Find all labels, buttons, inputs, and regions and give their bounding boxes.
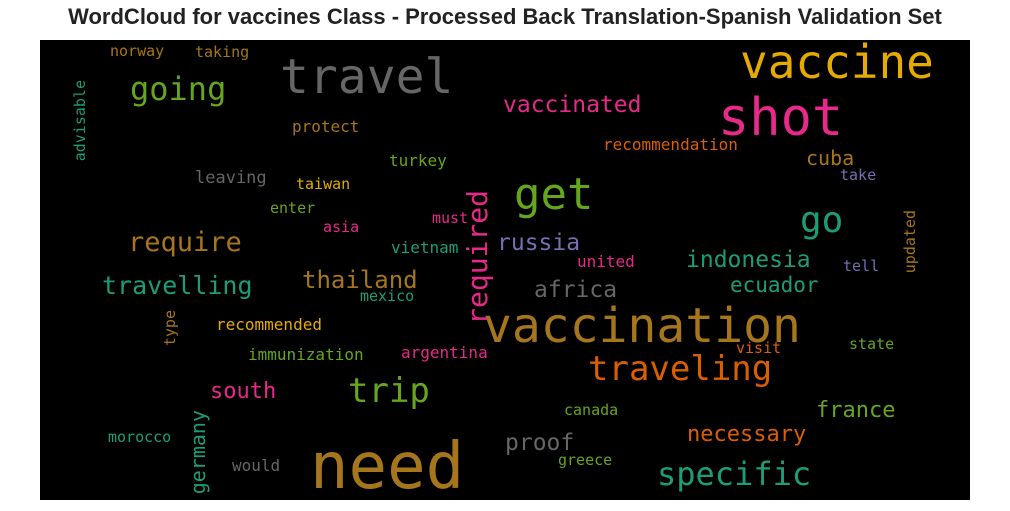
wordcloud-panel: need vaccination shot travel vaccine get go tra… — [40, 40, 970, 500]
word-cuba: cuba — [806, 146, 854, 170]
word-go: go — [800, 200, 843, 241]
word-ecuador: ecuador — [730, 273, 819, 297]
word-france: france — [816, 398, 895, 423]
word-mexico: mexico — [360, 287, 414, 305]
word-trip: trip — [348, 371, 430, 411]
word-need: need — [310, 430, 464, 500]
word-updated: updated — [901, 210, 919, 273]
word-require: require — [128, 227, 242, 258]
word-must: must — [432, 209, 468, 227]
word-asia: asia — [323, 218, 359, 236]
word-taking: taking — [195, 43, 249, 61]
word-thailand: thailand — [302, 266, 418, 294]
word-protect: protect — [292, 117, 359, 136]
word-required: required — [461, 190, 494, 325]
word-argentina: argentina — [401, 343, 488, 362]
word-shot: shot — [718, 88, 843, 148]
word-travel: travel — [280, 49, 453, 105]
word-enter: enter — [270, 199, 315, 217]
wordcloud-canvas: need vaccination shot travel vaccine get go tra… — [40, 40, 970, 500]
word-indonesia: indonesia — [686, 247, 811, 273]
word-specific: specific — [657, 455, 811, 493]
word-type: type — [161, 310, 179, 346]
word-necessary: necessary — [687, 422, 806, 447]
word-recommended: recommended — [216, 315, 322, 334]
word-would: would — [232, 456, 280, 475]
word-advisable: advisable — [71, 80, 89, 161]
word-vaccine: vaccine — [740, 40, 934, 89]
word-taiwan: taiwan — [296, 175, 350, 193]
word-visit: visit — [736, 339, 781, 357]
word-tell: tell — [843, 257, 879, 275]
chart-title: WordCloud for vaccines Class - Processed… — [68, 4, 942, 29]
word-vaccination: vaccination — [483, 298, 801, 354]
word-take: take — [840, 166, 876, 184]
word-vaccinated: vaccinated — [503, 92, 641, 118]
word-turkey: turkey — [389, 151, 447, 170]
word-travelling: travelling — [102, 271, 253, 300]
word-leaving: leaving — [195, 168, 267, 188]
word-vietnam: vietnam — [391, 238, 458, 257]
word-immunization: immunization — [248, 345, 364, 364]
word-greece: greece — [558, 451, 612, 469]
word-norway: norway — [110, 42, 164, 60]
wordcloud-background — [40, 40, 970, 500]
word-going: going — [130, 70, 226, 108]
word-recommendation: recommendation — [603, 135, 738, 154]
word-united: united — [577, 252, 635, 271]
word-germany: germany — [186, 410, 210, 494]
word-canada: canada — [564, 401, 618, 419]
word-traveling: traveling — [588, 349, 772, 389]
word-get: get — [514, 169, 593, 220]
word-proof: proof — [505, 430, 574, 456]
word-russia: russia — [497, 230, 580, 256]
word-south: south — [210, 379, 276, 404]
word-africa: africa — [534, 277, 617, 303]
word-morocco: morocco — [108, 428, 171, 446]
word-state: state — [849, 335, 894, 353]
